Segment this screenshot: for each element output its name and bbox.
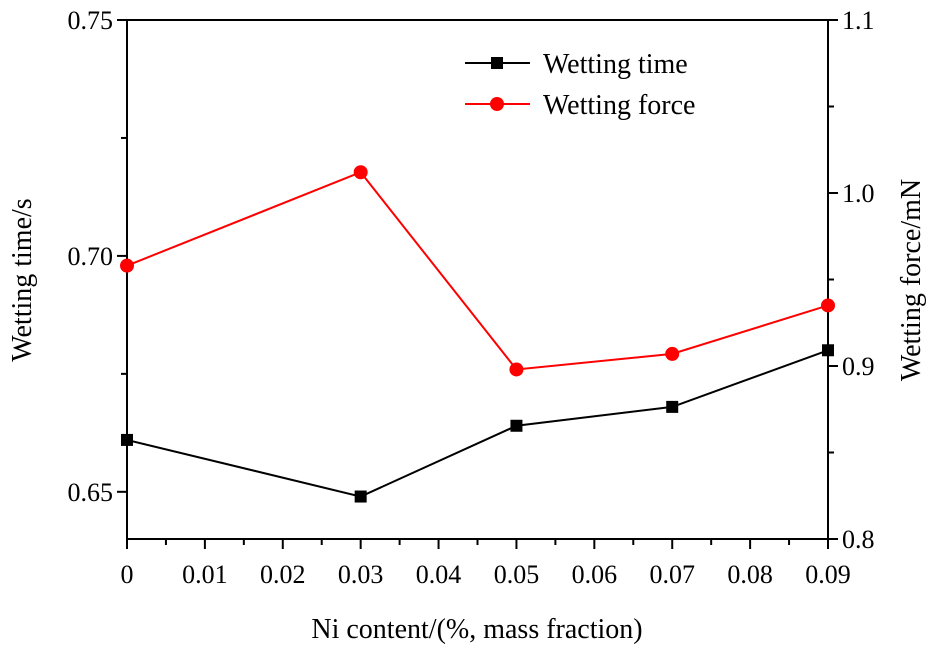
legend-label-wetting-force: Wetting force	[543, 90, 695, 121]
x-axis-title: Ni content/(%, mass fraction)	[311, 614, 642, 645]
y-left-tick-label: 0.75	[68, 6, 114, 35]
series-line-wetting-time	[126, 349, 829, 498]
data-point-wetting-force	[120, 258, 134, 273]
x-tick-label: 0.02	[260, 560, 306, 589]
series-layer	[120, 165, 835, 503]
data-point-wetting-force	[821, 298, 835, 313]
data-point-wetting-force	[509, 362, 524, 377]
data-point-wetting-time	[666, 400, 679, 413]
data-point-wetting-time	[354, 490, 367, 503]
data-point-wetting-time	[510, 419, 523, 432]
x-tick-label: 0.01	[182, 560, 228, 589]
x-tick-label: 0.08	[727, 560, 773, 589]
y-axis-title-left: Wetting time/s	[7, 198, 38, 361]
y-left-tick-label: 0.70	[68, 242, 114, 271]
y-left-tick-label: 0.65	[68, 478, 114, 507]
y-right-tick-label: 0.9	[842, 352, 875, 381]
series-line-wetting-force	[126, 171, 829, 371]
data-point-wetting-time	[121, 433, 133, 446]
y-right-tick-label: 0.8	[842, 525, 875, 554]
plot-frame	[126, 19, 829, 540]
x-tick-label: 0.05	[494, 560, 540, 589]
data-point-wetting-force	[353, 165, 368, 180]
x-tick-label: 0.04	[416, 560, 462, 589]
legend-label-wetting-time: Wetting time	[543, 49, 688, 80]
x-tick-label: 0	[121, 560, 134, 589]
y-right-tick-label: 1.0	[842, 179, 875, 208]
y-right-tick-label: 1.1	[842, 6, 875, 35]
data-point-wetting-force	[665, 346, 680, 361]
x-tick-label: 0.09	[805, 560, 851, 589]
x-tick-label: 0.03	[338, 560, 384, 589]
legend-marker-wetting-time	[491, 57, 503, 69]
legend-marker-wetting-force	[490, 97, 504, 111]
legend: Wetting time Wetting force	[465, 49, 695, 121]
y-axis-title-right: Wetting force/mN	[896, 179, 927, 381]
axis-ticks	[117, 19, 838, 549]
x-tick-label: 0.06	[572, 560, 618, 589]
tick-labels: 0 0.01 0.02 0.03 0.04 0.05 0.06 0.07 0.08 0.09 0.6…	[68, 6, 875, 589]
x-tick-label: 0.07	[649, 560, 695, 589]
data-point-wetting-time	[822, 344, 834, 357]
